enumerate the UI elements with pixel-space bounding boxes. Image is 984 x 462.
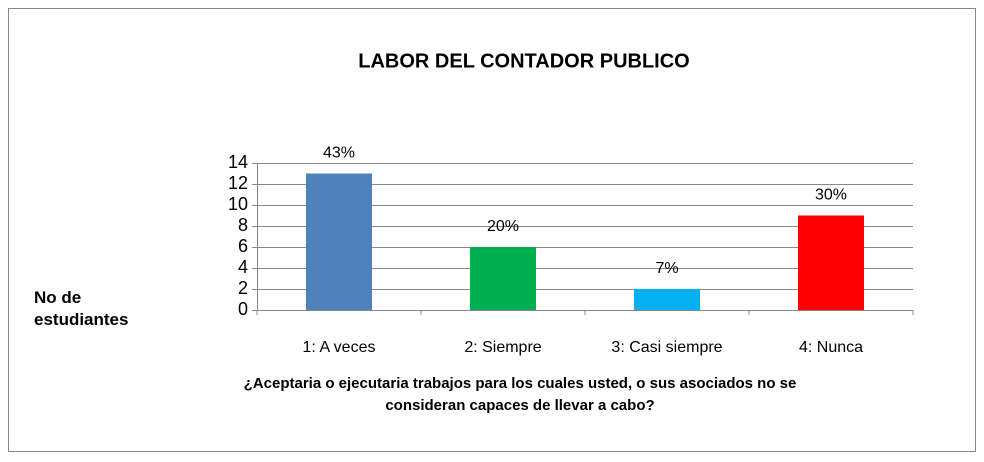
chart-title: LABOR DEL CONTADOR PUBLICO	[358, 50, 689, 72]
value-label: 7%	[655, 260, 678, 277]
bar	[634, 289, 700, 310]
x-tick-label: 4: Nunca	[799, 339, 863, 356]
y-axis-label: No de estudiantes	[34, 288, 129, 329]
y-tick-label: 4	[238, 257, 248, 277]
x-tick-label: 2: Siempre	[464, 339, 541, 356]
y-tick-label: 8	[238, 215, 248, 235]
y-tick-label: 14	[228, 152, 248, 172]
y-tick-label: 6	[238, 236, 248, 256]
y-tick-label: 12	[228, 173, 248, 193]
value-label: 43%	[323, 145, 355, 162]
value-label: 20%	[487, 218, 519, 235]
y-tick-label: 2	[238, 278, 248, 298]
bar	[470, 247, 536, 310]
y-tick-label: 0	[238, 299, 248, 319]
x-axis-label: ¿Aceptaria o ejecutaria trabajos para lo…	[243, 375, 797, 414]
x-tick-label: 3: Casi siempre	[611, 339, 722, 356]
bar	[306, 173, 372, 310]
y-tick-label: 10	[228, 194, 248, 214]
bar	[798, 215, 864, 310]
value-label: 30%	[815, 187, 847, 204]
x-tick-label: 1: A veces	[303, 339, 376, 356]
